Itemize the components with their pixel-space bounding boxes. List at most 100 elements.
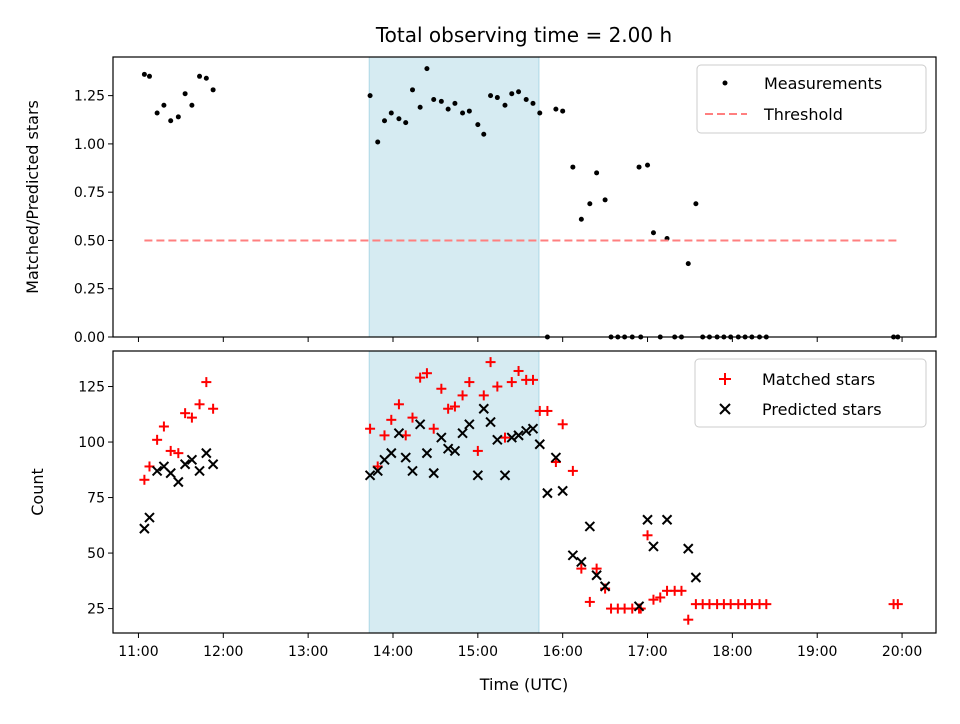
matched-point (436, 383, 447, 394)
ratio-x-ticks (137, 337, 903, 342)
measurement-point (417, 104, 423, 110)
matched-point (642, 530, 653, 541)
predicted-point (207, 459, 219, 470)
y-tick-label: 1.00 (74, 137, 105, 153)
predicted-point (449, 445, 461, 457)
predicted-point (683, 543, 694, 554)
ratio-marks (141, 66, 901, 340)
measurement-point (367, 93, 373, 99)
predicted-point (642, 514, 653, 525)
matched-point (648, 594, 659, 605)
measurement-point (410, 87, 416, 93)
predicted-point (201, 447, 212, 459)
predicted-point (457, 427, 468, 439)
predicted-point (690, 572, 702, 583)
measurement-point (141, 71, 147, 77)
predicted-point (576, 556, 587, 568)
matched-point (208, 403, 219, 414)
matched-point (173, 448, 184, 459)
predicted-point (584, 521, 596, 532)
measurement-point (602, 197, 608, 203)
ratio-legend: Measurements Threshold (696, 64, 927, 134)
predicted-point (186, 454, 198, 466)
count-marks (139, 357, 903, 625)
matched-point (506, 377, 517, 388)
highlight-band-top (368, 56, 540, 338)
measurement-point (594, 170, 600, 176)
matched-point (655, 592, 666, 603)
count-panel: 25 50 75 100 125 11:00 12:00 13:00 14:00 15:00 16… (28, 350, 937, 694)
measurement-point (587, 201, 593, 207)
measurement-point (175, 114, 181, 120)
matched-point (485, 357, 496, 368)
x-tick-label: 16:00 (543, 644, 583, 660)
measurement-point (685, 261, 691, 267)
measurement-point (560, 108, 566, 114)
matched-point (492, 381, 503, 392)
predicted-point (421, 447, 433, 459)
measurement-point (396, 116, 402, 122)
count-x-axis: 11:00 12:00 13:00 14:00 15:00 16:00 17:00 18:00… (118, 633, 922, 660)
predicted-point (414, 419, 426, 430)
predicted-point (165, 467, 176, 479)
matched-point (194, 399, 205, 410)
matched-point (513, 365, 524, 376)
matched-point (527, 374, 538, 385)
predicted-point (506, 432, 517, 443)
measurement-point (203, 75, 209, 81)
matched-point (472, 445, 483, 456)
predicted-point (372, 465, 383, 477)
x-tick-label: 18:00 (712, 644, 752, 660)
matched-point (379, 430, 390, 441)
matched-point (499, 432, 510, 443)
measurement-point (494, 95, 500, 101)
measurement-point (168, 118, 174, 124)
predicted-point (550, 452, 562, 463)
legend-predicted-marker (719, 403, 731, 415)
measurement-point (509, 91, 515, 97)
measurement-point (523, 96, 529, 102)
predicted-point (364, 470, 376, 481)
predicted-point (527, 423, 539, 434)
predicted-point (492, 434, 503, 446)
measurement-point (438, 98, 444, 104)
measurement-point (460, 110, 466, 116)
predicted-point (513, 430, 524, 441)
predicted-point (472, 470, 484, 481)
y-tick-label: 50 (87, 546, 105, 562)
legend-matched-label: Matched stars (762, 370, 875, 389)
ratio-axes-frame (112, 56, 937, 338)
x-tick-label: 11:00 (118, 644, 158, 660)
predicted-point (400, 452, 411, 463)
predicted-point (428, 467, 439, 479)
x-tick-label: 12:00 (203, 644, 243, 660)
matched-point (761, 599, 772, 610)
measurement-point (424, 66, 430, 72)
y-tick-label: 1.25 (74, 89, 105, 105)
predicted-point (436, 432, 447, 443)
matched-point (180, 408, 191, 419)
y-tick-label: 0.75 (74, 185, 105, 201)
matched-point (152, 434, 163, 445)
measurement-point (553, 106, 559, 112)
predicted-point (194, 465, 205, 477)
measurement-point (636, 164, 642, 170)
ratio-y-label: Matched/Predicted stars (23, 100, 42, 294)
predicted-point (567, 550, 579, 561)
matched-point (457, 390, 468, 401)
predicted-point (499, 470, 511, 481)
legend-measurements-label: Measurements (764, 74, 882, 93)
matched-point (449, 401, 460, 412)
count-legend: Matched stars Predicted stars (694, 358, 927, 428)
measurement-point (403, 120, 409, 126)
matched-point (584, 596, 595, 607)
measurement-point (375, 139, 381, 145)
matched-point (591, 563, 602, 574)
measurement-point (161, 102, 167, 108)
predicted-point (144, 512, 155, 523)
matched-point (557, 419, 568, 430)
matched-point (365, 423, 376, 434)
legend-threshold-label: Threshold (763, 105, 843, 124)
predicted-point (648, 541, 659, 552)
legend-measurements-marker (722, 80, 728, 86)
